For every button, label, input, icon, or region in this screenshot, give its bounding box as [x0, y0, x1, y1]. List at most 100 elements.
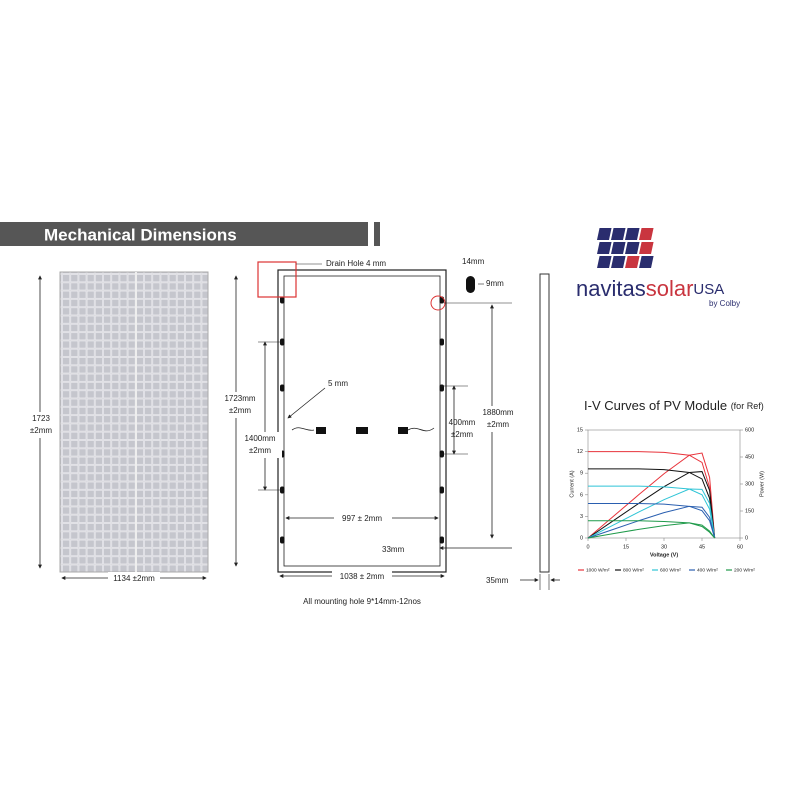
power-curve — [587, 505, 716, 539]
logo-cell — [625, 242, 640, 254]
mounting-hole — [439, 338, 444, 346]
header-accent — [374, 222, 380, 246]
side-profile — [539, 273, 550, 573]
y2-tick-label: 0 — [745, 535, 748, 541]
label-bg — [332, 570, 392, 582]
slot-detail — [466, 276, 475, 293]
dim-label: 997 ± 2mm — [342, 514, 382, 523]
legend-label: 200 W/m² — [734, 567, 755, 573]
connector — [316, 427, 326, 434]
iv-curve — [588, 468, 716, 539]
power-curve — [587, 488, 716, 539]
iv-curve — [588, 520, 716, 539]
logo-brand: navitas — [576, 276, 646, 301]
legend-label: 400 W/m² — [697, 567, 718, 573]
logo-region: USA — [693, 281, 724, 298]
mounting-hole — [280, 338, 285, 346]
logo-mark — [596, 228, 654, 268]
note: All mounting hole 9*14mm-12nos — [303, 597, 421, 606]
y2-tick-label: 150 — [745, 508, 754, 514]
x-tick-label: 0 — [586, 544, 589, 550]
dim-label: 1134 ±2mm — [113, 574, 155, 583]
y2-axis-label: Power (W) — [759, 471, 765, 497]
legend-label: 1000 W/m² — [586, 567, 610, 573]
logo-cell — [625, 256, 640, 268]
dim-label: ±2mm — [487, 420, 510, 429]
logo-cell — [611, 242, 626, 254]
dim-label: 14mm — [462, 257, 485, 266]
legend-label: 800 W/m² — [623, 567, 644, 573]
chart-title-main: I-V Curves of PV Module — [584, 398, 727, 413]
dim-label: 9mm — [486, 279, 504, 288]
dim-label: Drain Hole 4 mm — [326, 259, 386, 268]
dim-label: 1723 — [32, 414, 50, 423]
x-tick-label: 30 — [661, 544, 667, 550]
y2-tick-label: 450 — [745, 454, 754, 460]
dim-label: ±2mm — [249, 446, 272, 455]
header-bar — [0, 222, 368, 246]
label-bg — [334, 512, 392, 524]
logo-text: navitassolarUSA — [576, 276, 724, 301]
frame-inner — [283, 275, 441, 567]
label-bg — [26, 412, 56, 438]
mounting-hole — [280, 384, 285, 392]
logo-cell — [624, 228, 640, 240]
dim-label: ±2mm — [30, 426, 53, 435]
dim-label: 35mm — [486, 576, 509, 585]
mounting-hole — [439, 536, 444, 544]
y-tick-label: 6 — [580, 492, 583, 498]
header-title: Mechanical Dimensions — [44, 225, 237, 244]
iv-curve — [588, 451, 716, 539]
logo-cell — [596, 228, 612, 240]
power-curve — [587, 522, 716, 539]
dim-label: ±2mm — [451, 430, 474, 439]
y-axis-label: Current (A) — [569, 470, 575, 497]
power-curve — [587, 452, 716, 539]
x-tick-label: 15 — [623, 544, 629, 550]
chart-title: I-V Curves of PV Module (for Ref) — [584, 398, 764, 413]
panel-front — [59, 271, 209, 573]
x-tick-label: 60 — [737, 544, 743, 550]
y2-tick-label: 600 — [745, 427, 754, 433]
label-bg — [478, 406, 518, 432]
dim-label: 1400mm — [244, 434, 275, 443]
label-bg — [108, 572, 160, 584]
y-tick-label: 9 — [580, 471, 583, 477]
mounting-hole — [439, 384, 444, 392]
mounting-hole — [280, 296, 285, 304]
label-bg — [218, 392, 258, 418]
logo-cell — [639, 256, 654, 268]
label-bg — [242, 432, 282, 458]
dim-label: 400mm — [449, 418, 476, 427]
dim-label: ±2mm — [229, 406, 252, 415]
x-tick-label: 45 — [699, 544, 705, 550]
iv-curve — [588, 485, 716, 539]
dim-label: 1723mm — [224, 394, 255, 403]
logo-byline: by Colby — [709, 299, 740, 308]
connector — [398, 427, 408, 434]
x-axis-label: Voltage (V) — [650, 552, 678, 558]
y-tick-label: 15 — [577, 427, 583, 433]
logo-cell — [639, 242, 654, 254]
frame-outer — [277, 269, 447, 573]
logo-cell — [610, 228, 626, 240]
logo-cell — [638, 228, 654, 240]
logo-cell — [597, 256, 612, 268]
leader — [287, 387, 326, 419]
mounting-holes — [280, 296, 444, 544]
y-tick-label: 0 — [580, 535, 583, 541]
logo-cell — [611, 256, 626, 268]
chart-subtitle: (for Ref) — [731, 401, 764, 411]
dim-label: 5 mm — [328, 379, 348, 388]
y-tick-label: 12 — [577, 449, 583, 455]
dim-label: 1038 ± 2mm — [340, 572, 385, 581]
iv-curve — [588, 502, 716, 539]
y2-tick-label: 300 — [745, 481, 754, 487]
legend-label: 600 W/m² — [660, 567, 681, 573]
mounting-hole — [280, 536, 285, 544]
y-tick-label: 3 — [580, 514, 583, 520]
drain-hole-box — [257, 261, 297, 298]
mounting-hole — [280, 486, 285, 494]
